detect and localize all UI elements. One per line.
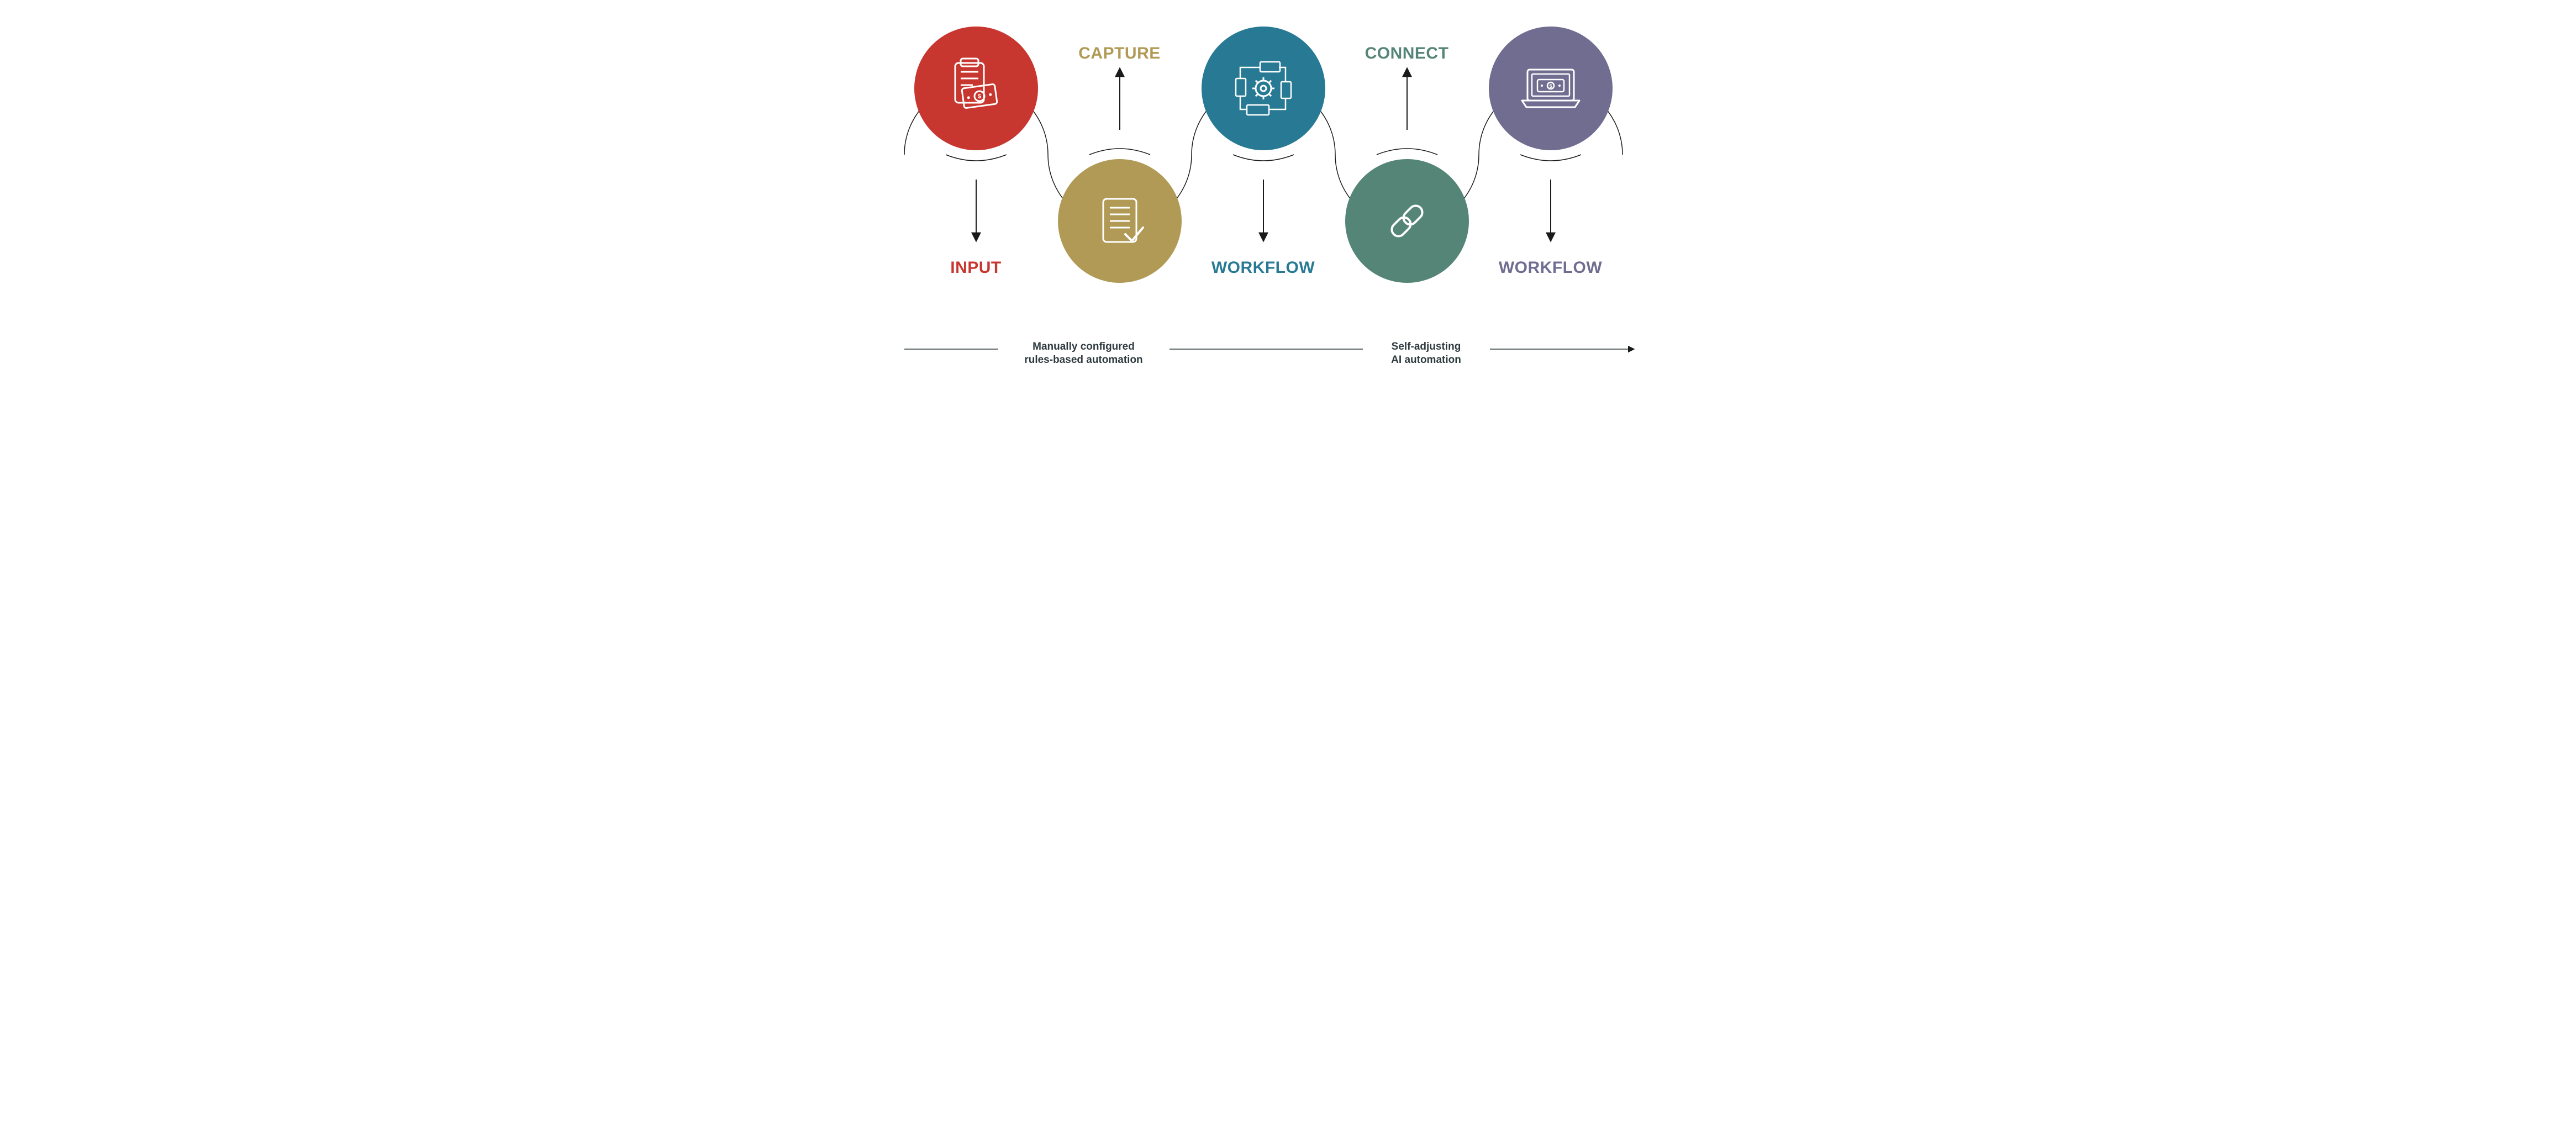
inner-arc-connect [1377,149,1437,155]
inner-arc-capture [1089,149,1150,155]
step-circle-connect [1343,157,1471,285]
step-circle-svg-capture [1056,157,1184,285]
spectrum-label-1-line-1: AI automation [1391,354,1461,367]
svg-text:$: $ [1549,83,1552,89]
infographic-stage: $ $ INPUT CAPTURE WORKFLOW CONNECT WORKFLOW M… [860,0,1716,376]
step-circle-svg-workflow1 [1199,24,1327,152]
step-circle-workflow2: $ [1487,24,1615,152]
step-label-workflow2: WORKFLOW [1499,259,1602,277]
step-circle-svg-input: $ [912,24,1040,152]
spectrum-label-1: Self-adjustingAI automation [1391,340,1461,367]
step-label-workflow1: WORKFLOW [1211,259,1315,277]
step-circle-input: $ [912,24,1040,152]
step-circle-svg-workflow2: $ [1487,24,1615,152]
inner-arc-workflow1 [1233,155,1294,161]
inner-arc-input [946,155,1007,161]
spectrum-label-1-line-0: Self-adjusting [1391,340,1461,354]
spectrum-label-0: Manually configuredrules-based automatio… [1024,340,1142,367]
step-label-input: INPUT [950,259,1002,277]
step-circle-workflow1 [1199,24,1327,152]
spectrum-label-0-line-0: Manually configured [1024,340,1142,354]
step-circle-svg-connect [1343,157,1471,285]
inner-arc-workflow2 [1520,155,1581,161]
step-circle-capture [1056,157,1184,285]
spectrum-label-0-line-1: rules-based automation [1024,354,1142,367]
step-label-connect: CONNECT [1365,44,1449,63]
step-label-capture: CAPTURE [1078,44,1161,63]
